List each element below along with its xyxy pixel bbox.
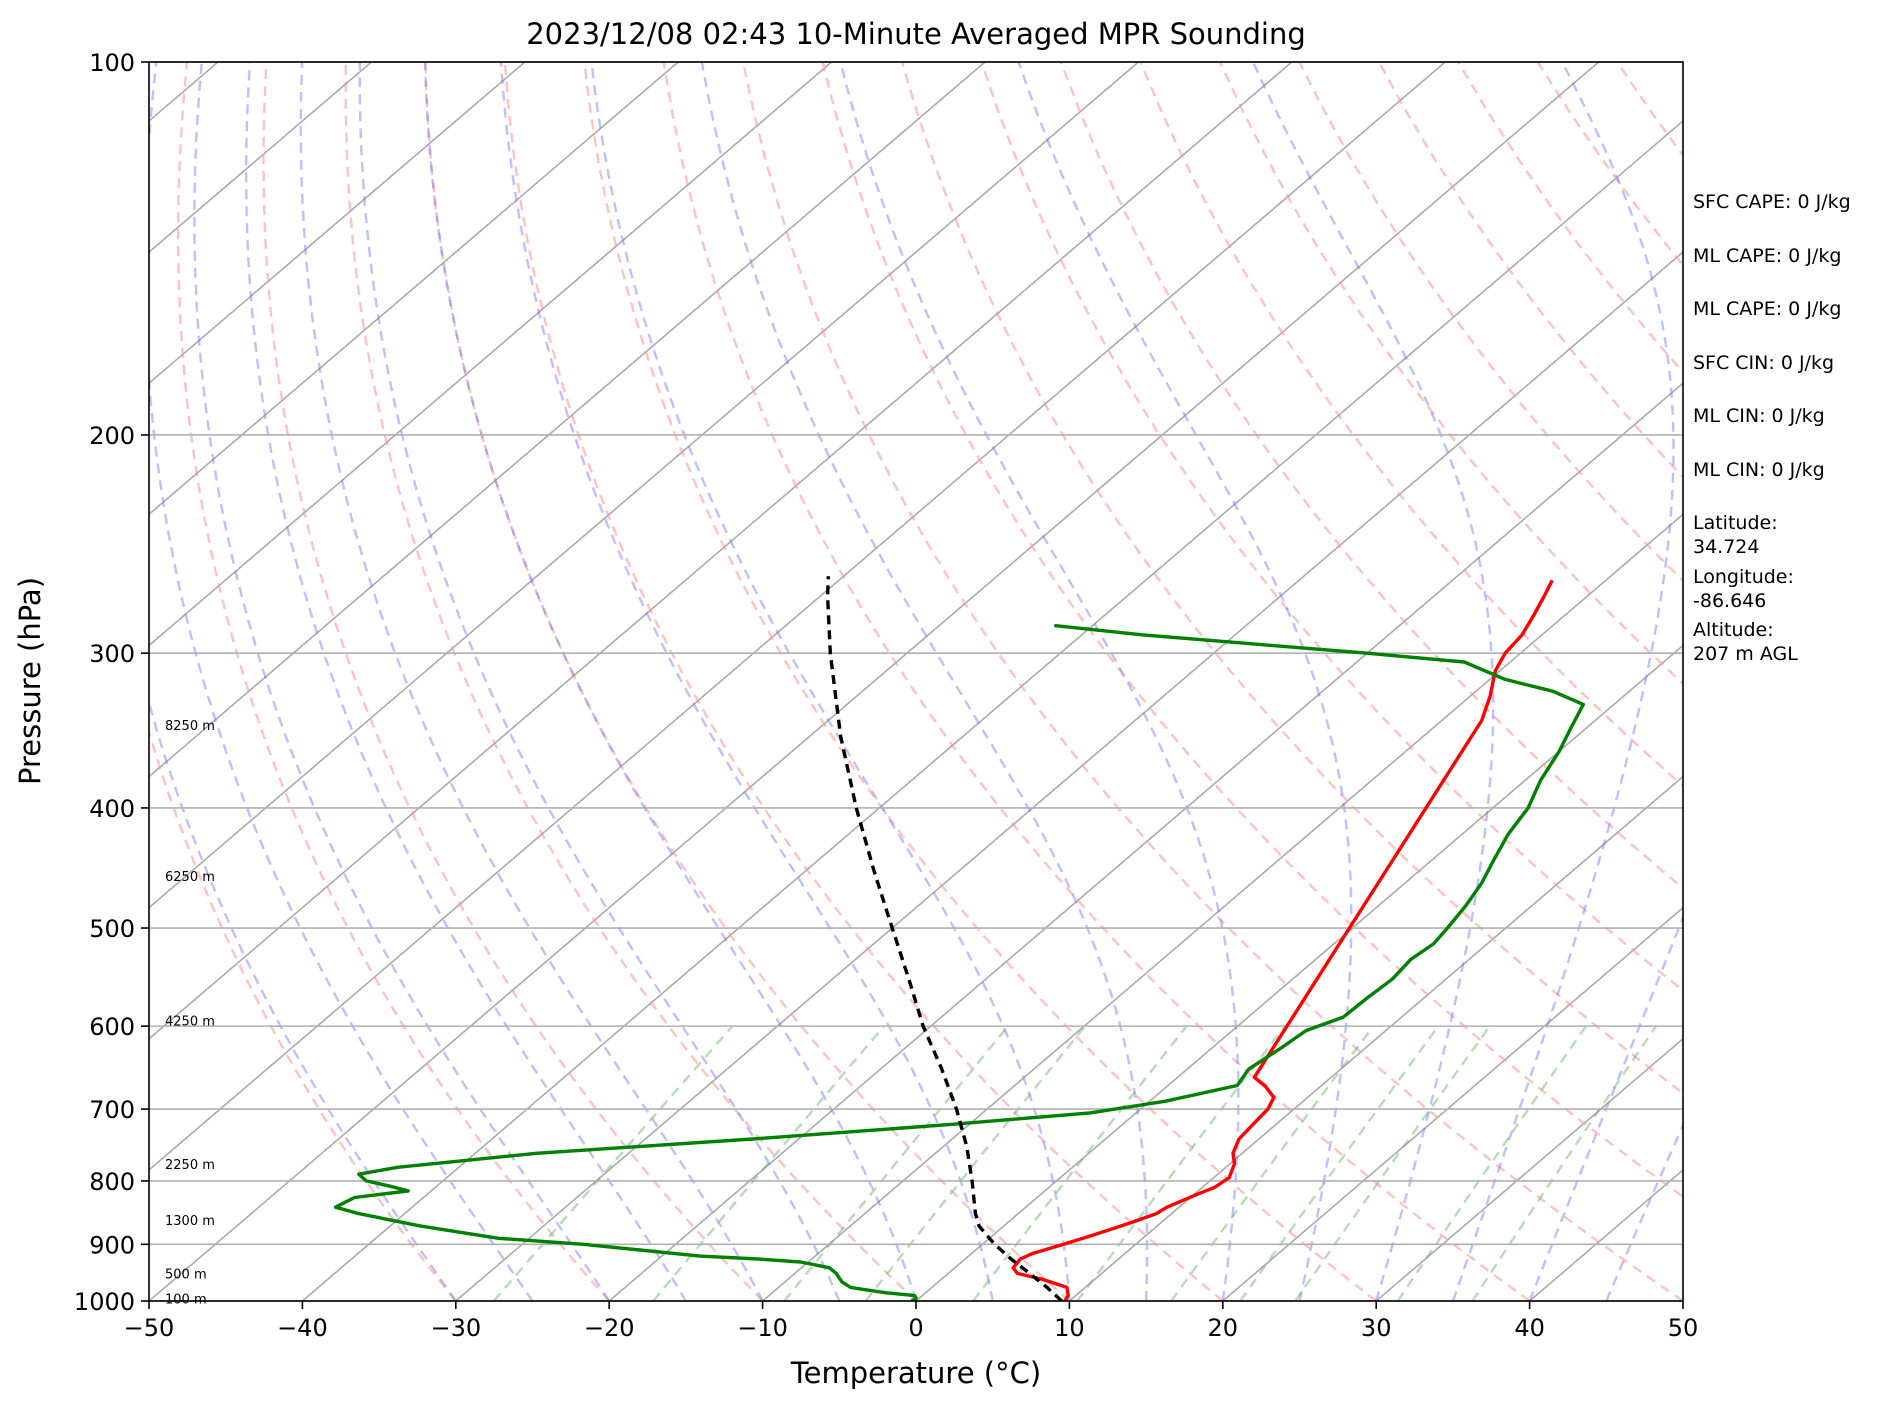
stat-entry: ML CIN: 0 J/kg: [1693, 458, 1825, 481]
moist-adiabat-line: [499, 62, 994, 1301]
isotherm-line: [1222, 906, 1683, 1301]
isotherm-line: [455, 251, 1683, 1301]
isotherm-line: [608, 382, 1683, 1301]
stat-entry: SFC CAPE: 0 J/kg: [1693, 191, 1851, 213]
y-tick-label: 300: [89, 640, 135, 668]
x-tick-label: 0: [908, 1314, 923, 1342]
dry-adiabat-line: [900, 62, 1683, 1095]
x-axis-title: Temperature (°C): [790, 1356, 1041, 1390]
height-label: 6250 m: [165, 870, 215, 885]
height-label: 1300 m: [165, 1214, 215, 1229]
moist-adiabat-line: [590, 62, 1071, 1301]
x-tick-label: 10: [1054, 1314, 1085, 1342]
moist-adiabat-line: [839, 62, 1240, 1301]
stat-entry: ML CAPE: 0 J/kg: [1693, 298, 1842, 320]
y-tick-label: 100: [89, 49, 135, 77]
moist-adiabat-line: [1251, 62, 1495, 1301]
y-tick-label: 500: [89, 915, 135, 943]
x-axis: −50 −40 −30 −20 −10 0 10 20 30 40 50: [124, 1301, 1699, 1342]
isotherm-line: [149, 62, 986, 778]
dry-adiabat-line: [821, 62, 1683, 1199]
mixing-ratio-line: [1076, 1025, 1286, 1301]
dry-adiabat-line: [262, 62, 764, 1301]
dry-adiabat-line: [344, 62, 917, 1301]
isotherm-line: [1375, 1037, 1683, 1301]
x-tick-label: 20: [1208, 1314, 1239, 1342]
y-axis-title: Pressure (hPa): [13, 577, 47, 785]
isotherm-line: [301, 119, 1683, 1301]
x-tick-label: 40: [1514, 1314, 1545, 1342]
x-tick-label: −20: [584, 1314, 635, 1342]
y-tick-label: 600: [89, 1013, 135, 1041]
background-lines: [149, 62, 1683, 1301]
mixing-ratio-line: [972, 1025, 1188, 1301]
y-axis: 1000 900 800 700 600 500 400 300 200 100: [74, 49, 149, 1316]
moist-adiabat-line: [299, 62, 764, 1301]
dry-adiabat-line: [1059, 62, 1683, 890]
y-tick-label: 1000: [74, 1288, 135, 1316]
moist-adiabat-line: [1017, 62, 1353, 1301]
x-tick-label: −10: [737, 1314, 788, 1342]
height-labels: 100 m 500 m 1300 m 2250 m 4250 m 6250 m 8250 m: [165, 719, 215, 1307]
dry-adiabat-line: [662, 62, 1531, 1301]
moist-adiabat-line: [423, 62, 918, 1301]
height-label: 8250 m: [165, 719, 215, 734]
moist-adiabat-line: [700, 62, 1149, 1301]
height-label: 4250 m: [165, 1015, 215, 1030]
moist-adiabat-line: [244, 62, 687, 1301]
x-tick-label: 50: [1668, 1314, 1699, 1342]
isotherm-line: [762, 513, 1683, 1301]
y-tick-label: 200: [89, 422, 135, 450]
x-tick-label: −30: [430, 1314, 481, 1342]
series-lines: [333, 576, 1585, 1301]
dry-adiabat-line: [1298, 62, 1683, 583]
dry-adiabat-line: [980, 62, 1683, 992]
dry-adiabat-line: [149, 727, 457, 1301]
isotherm-line: [149, 62, 1446, 1171]
y-tick-label: 900: [89, 1231, 135, 1259]
dry-adiabat-line: [503, 62, 1224, 1301]
moist-adiabat-line: [193, 62, 611, 1301]
moist-adiabat-line: [149, 698, 457, 1301]
stat-entry: Altitude: 207 m AGL: [1693, 619, 1798, 665]
moist-adiabat-line: [1451, 62, 1675, 1301]
isotherm-line: [149, 62, 1600, 1301]
y-tick-label: 400: [89, 795, 135, 823]
dry-adiabat-line: [583, 62, 1377, 1301]
isotherm-line: [1068, 775, 1683, 1301]
isotherm-line: [149, 62, 833, 647]
isotherm-line: [915, 644, 1683, 1301]
x-tick-label: −50: [124, 1314, 175, 1342]
isotherm-line: [149, 62, 1293, 1040]
y-tick-label: 800: [89, 1168, 135, 1196]
dry-adiabat-line: [176, 62, 611, 1301]
stat-entry: SFC CIN: 0 J/kg: [1693, 351, 1835, 374]
stat-entry: ML CAPE: 0 J/kg: [1693, 244, 1842, 267]
isotherm-line: [149, 62, 679, 516]
stat-entry: Longitude: -86.646: [1693, 565, 1794, 612]
moist-adiabat-line: [149, 62, 534, 1301]
stat-entry: ML CIN: 0 J/kg: [1693, 405, 1825, 427]
height-label: 100 m: [165, 1292, 207, 1307]
moist-adiabat-line: [1528, 914, 1683, 1301]
stat-entry: Latitude: 34.724: [1693, 512, 1778, 558]
dry-adiabat-line: [741, 62, 1683, 1301]
height-label: 2250 m: [165, 1158, 215, 1173]
parcel-profile-line: [825, 576, 1063, 1301]
isotherm-line: [149, 62, 1139, 909]
isotherm-line: [149, 62, 526, 385]
x-tick-label: −40: [277, 1314, 328, 1342]
x-tick-label: 30: [1361, 1314, 1392, 1342]
y-tick-label: 700: [89, 1096, 135, 1124]
dry-adiabat-line: [1218, 62, 1683, 686]
dewpoint-profile-line: [333, 623, 1585, 1301]
height-label: 500 m: [165, 1267, 207, 1282]
chart-title: 2023/12/08 02:43 10-Minute Averaged MPR …: [526, 17, 1306, 51]
